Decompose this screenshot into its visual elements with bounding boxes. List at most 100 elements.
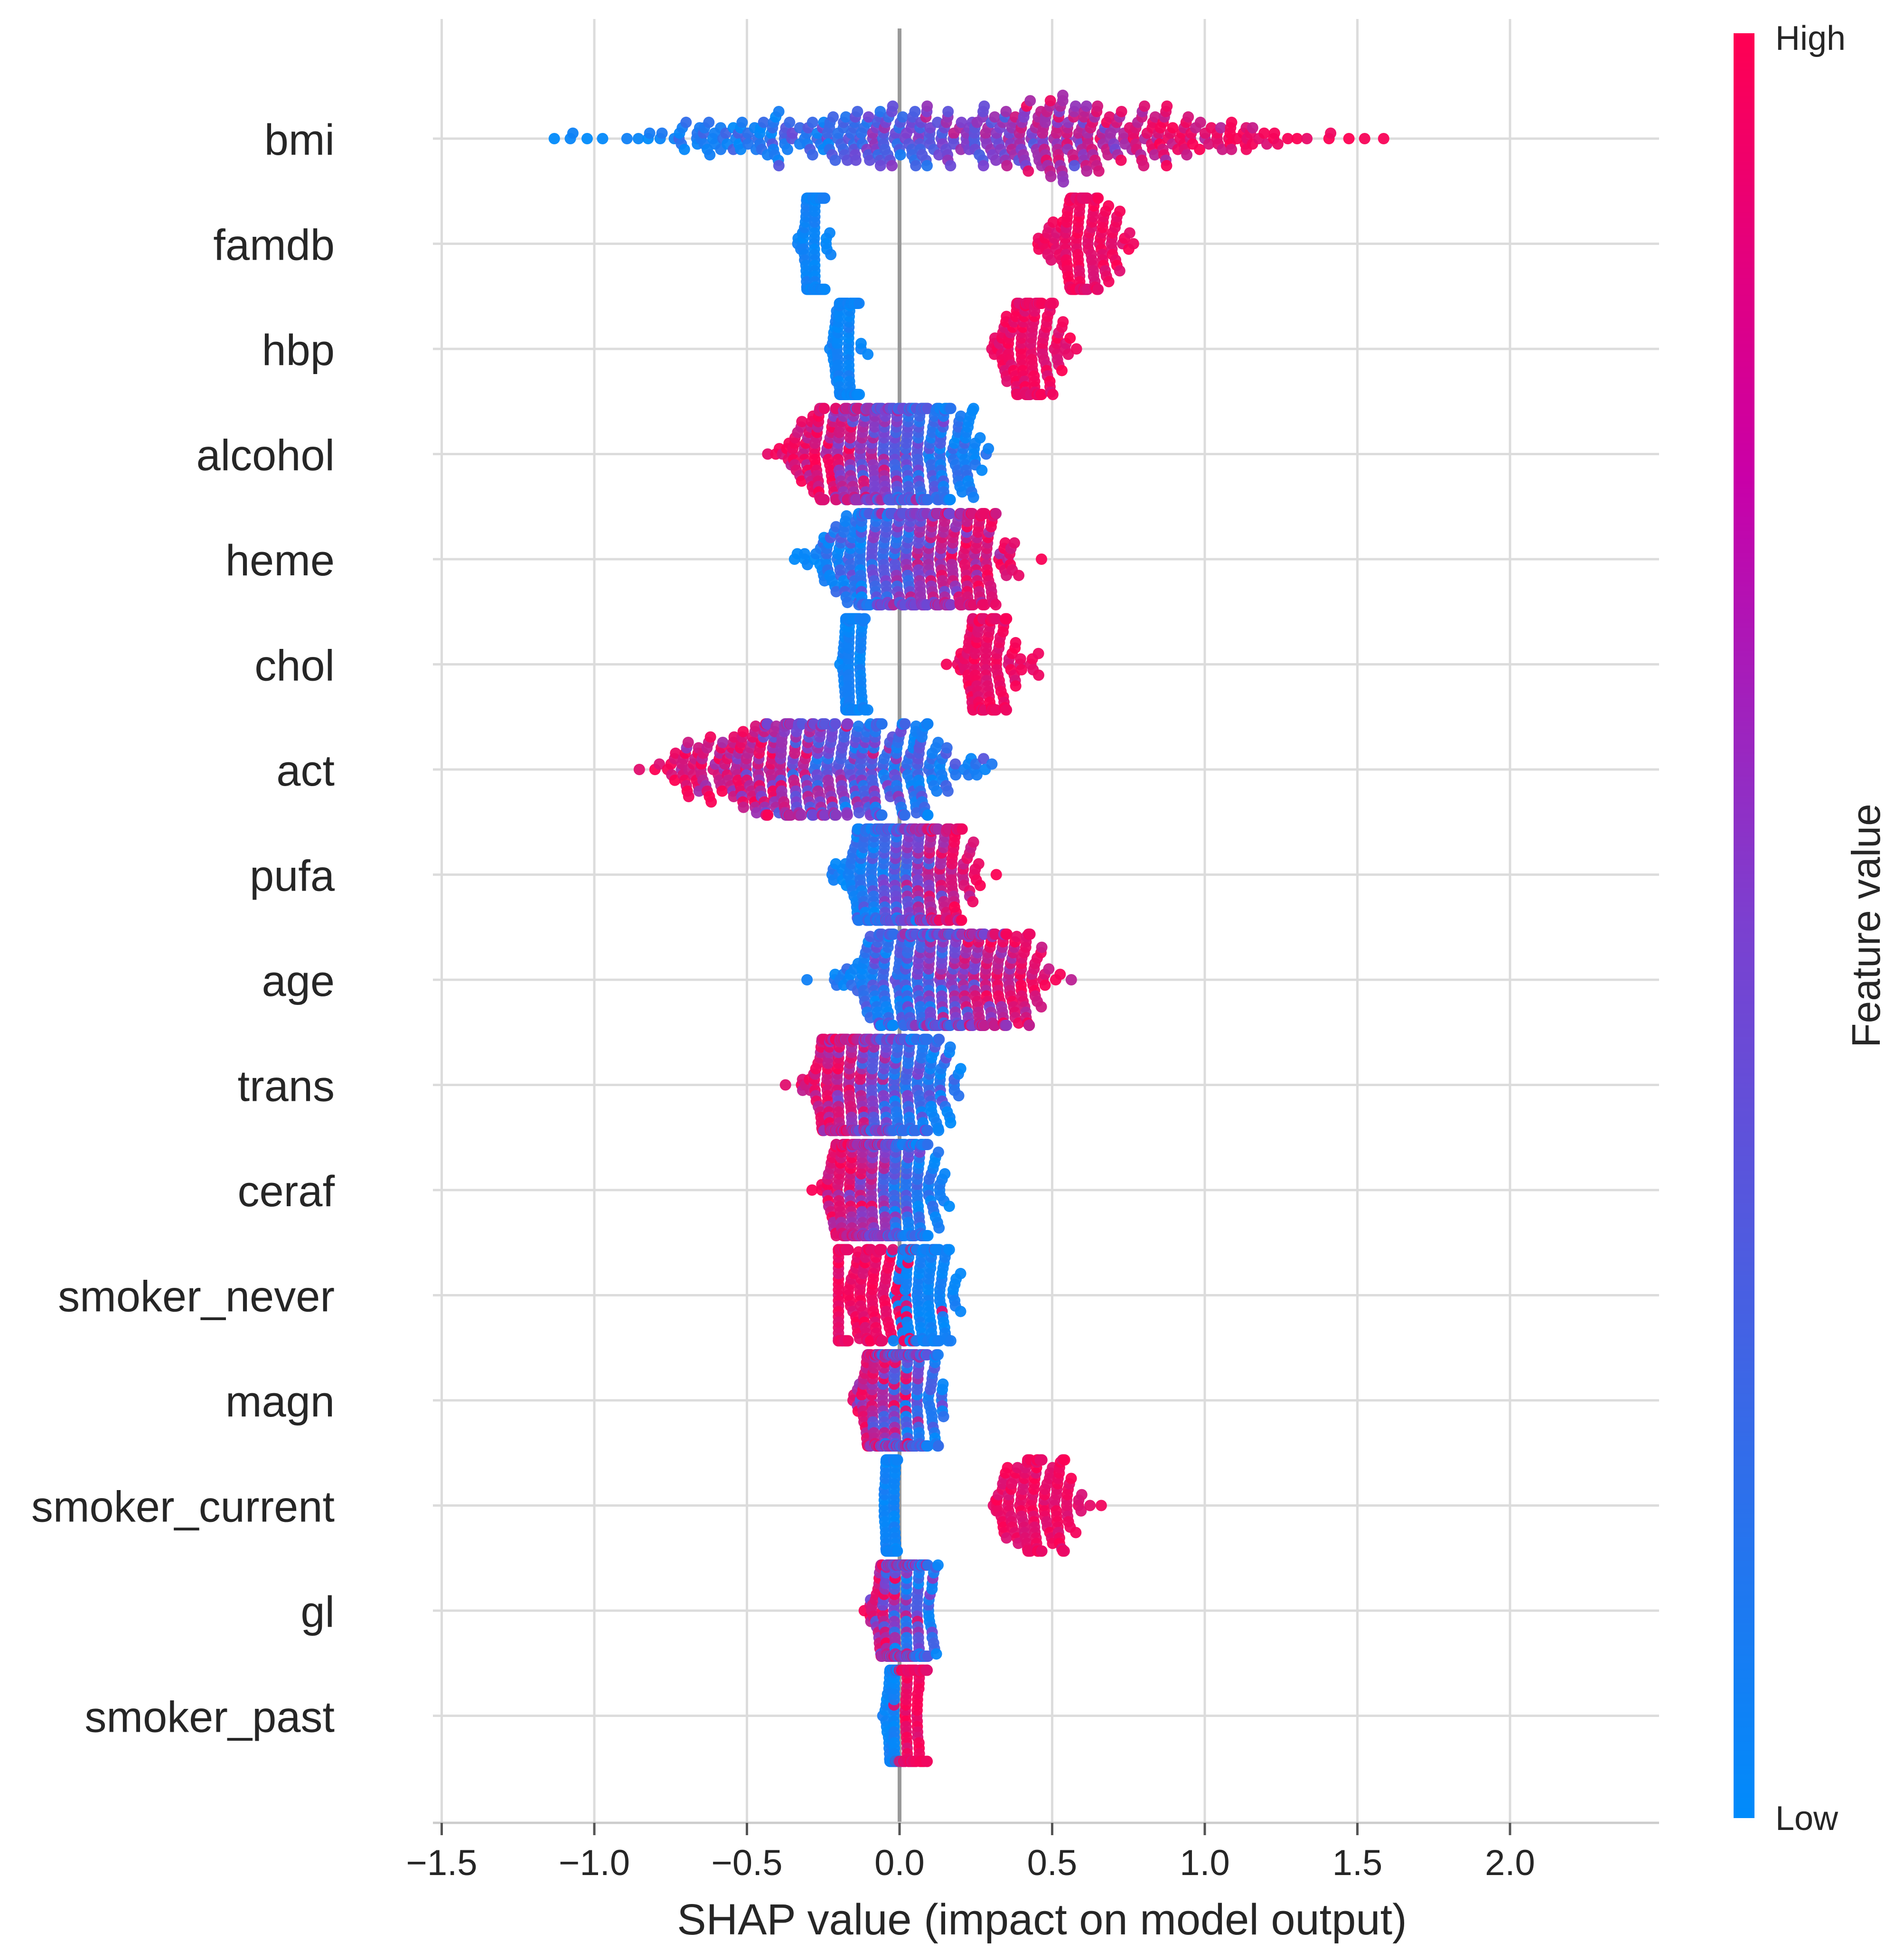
shap-point-bmi — [678, 143, 690, 155]
shap-point-bmi — [1247, 122, 1258, 134]
shap-point-famdb — [824, 227, 835, 239]
shap-point-famdb — [1103, 276, 1115, 288]
shap-point-bmi — [945, 160, 957, 171]
shap-point-age — [1039, 979, 1051, 991]
shap-point-bmi — [597, 133, 609, 144]
shap-point-hbp — [855, 338, 867, 349]
shap-point-ceraf — [922, 1230, 934, 1241]
shap-point-chol — [862, 704, 873, 716]
shap-point-bmi — [1000, 106, 1012, 117]
shap-point-act — [876, 809, 888, 821]
shap-point-chol — [1010, 680, 1022, 692]
shap-point-act — [899, 718, 911, 730]
shap-point-heme — [945, 599, 957, 610]
shap-point-bmi — [1139, 100, 1150, 112]
shap-point-pufa — [967, 896, 979, 908]
shap-point-pufa — [956, 823, 968, 835]
shap-point-chol — [859, 613, 871, 625]
shap-point-bmi — [1022, 165, 1034, 177]
shap-point-bmi — [1161, 160, 1172, 171]
shap-point-heme — [1009, 537, 1020, 549]
shap-point-hbp — [1001, 375, 1013, 387]
shap-point-famdb — [819, 192, 831, 204]
shap-point-heme — [944, 508, 956, 519]
shap-point-chol — [990, 704, 1002, 716]
shap-point-alcohol — [945, 403, 957, 414]
shap-point-ceraf — [943, 1201, 955, 1212]
shap-point-chol — [1001, 613, 1013, 625]
shap-point-bmi — [921, 100, 933, 112]
shap-point-act — [853, 807, 865, 819]
shap-point-bmi — [1226, 116, 1238, 128]
shap-point-act — [704, 731, 716, 743]
shap-point-bmi — [977, 160, 989, 171]
shap-point-trans — [933, 1033, 945, 1045]
shap-point-trans — [953, 1090, 965, 1102]
shap-point-bmi — [1161, 100, 1173, 112]
shap-point-bmi — [1182, 111, 1194, 123]
shap-point-bmi — [1058, 176, 1069, 188]
shap-point-alcohol — [983, 443, 994, 455]
shap-point-act — [922, 718, 934, 730]
shap-point-heme — [1013, 570, 1025, 582]
shap-point-chol — [1014, 653, 1026, 665]
shap-point-act — [941, 742, 953, 754]
shap-point-bmi — [827, 111, 839, 123]
shap-point-trans — [933, 1125, 945, 1136]
shap-point-hbp — [1036, 298, 1048, 309]
shap-point-bmi — [656, 127, 668, 139]
shap-point-alcohol — [974, 432, 986, 444]
grid-lines — [433, 19, 1659, 1823]
shap-point-ceraf — [933, 1222, 945, 1234]
shap-point-bmi — [1272, 138, 1284, 150]
shap-point-pufa — [973, 858, 985, 870]
shap-point-trans — [955, 1063, 966, 1075]
shap-point-smoker_never — [888, 1335, 900, 1347]
shap-point-bmi — [1069, 100, 1081, 112]
shap-point-bmi — [921, 160, 933, 171]
shap-point-smoker_never — [876, 1335, 888, 1347]
shap-point-bmi — [773, 106, 785, 117]
shap-point-bmi — [874, 106, 886, 117]
shap-point-act — [830, 718, 841, 730]
shap-point-famdb — [1114, 206, 1126, 217]
shap-point-bmi — [1291, 133, 1303, 144]
shap-point-alcohol — [762, 448, 774, 460]
shap-point-bmi — [874, 160, 886, 171]
shap-point-hbp — [862, 348, 874, 360]
shap-point-bmi — [989, 111, 1001, 123]
shap-point-bmi — [1215, 122, 1227, 134]
shap-point-heme — [841, 510, 853, 522]
shap-point-smoker_never — [955, 1305, 966, 1317]
shap-point-bmi — [886, 160, 898, 171]
shap-point-alcohol — [944, 494, 956, 506]
shap-point-bmi — [1069, 160, 1080, 171]
shap-point-act — [899, 809, 911, 821]
shap-point-hbp — [854, 389, 865, 400]
shap-point-pufa — [990, 869, 1002, 881]
shap-point-bmi — [1268, 127, 1280, 139]
shap-point-bmi — [1116, 106, 1127, 117]
shap-point-bmi — [1301, 133, 1313, 144]
shap-point-act — [682, 737, 694, 748]
shap-point-bmi — [1057, 89, 1069, 101]
shap-point-trans — [779, 1079, 791, 1091]
shap-point-famdb — [1045, 254, 1057, 266]
shap-point-bmi — [680, 116, 692, 128]
shap-point-bmi — [784, 116, 796, 128]
shap-point-famdb — [1103, 200, 1115, 212]
shap-point-ceraf — [922, 1139, 934, 1150]
shap-point-hbp — [1070, 343, 1082, 355]
shap-point-bmi — [807, 149, 818, 161]
shap-point-bmi — [1024, 95, 1036, 107]
shap-point-famdb — [1092, 192, 1104, 204]
shap-point-bmi — [773, 160, 785, 171]
shap-point-bmi — [1325, 127, 1337, 139]
shap-point-heme — [1036, 553, 1047, 565]
shap-point-chol — [1033, 669, 1044, 681]
shap-point-bmi — [1080, 100, 1092, 112]
shap-point-heme — [799, 548, 811, 560]
shap-point-act — [669, 774, 681, 786]
shap-point-bmi — [1194, 116, 1206, 128]
shap-point-bmi — [863, 111, 874, 123]
